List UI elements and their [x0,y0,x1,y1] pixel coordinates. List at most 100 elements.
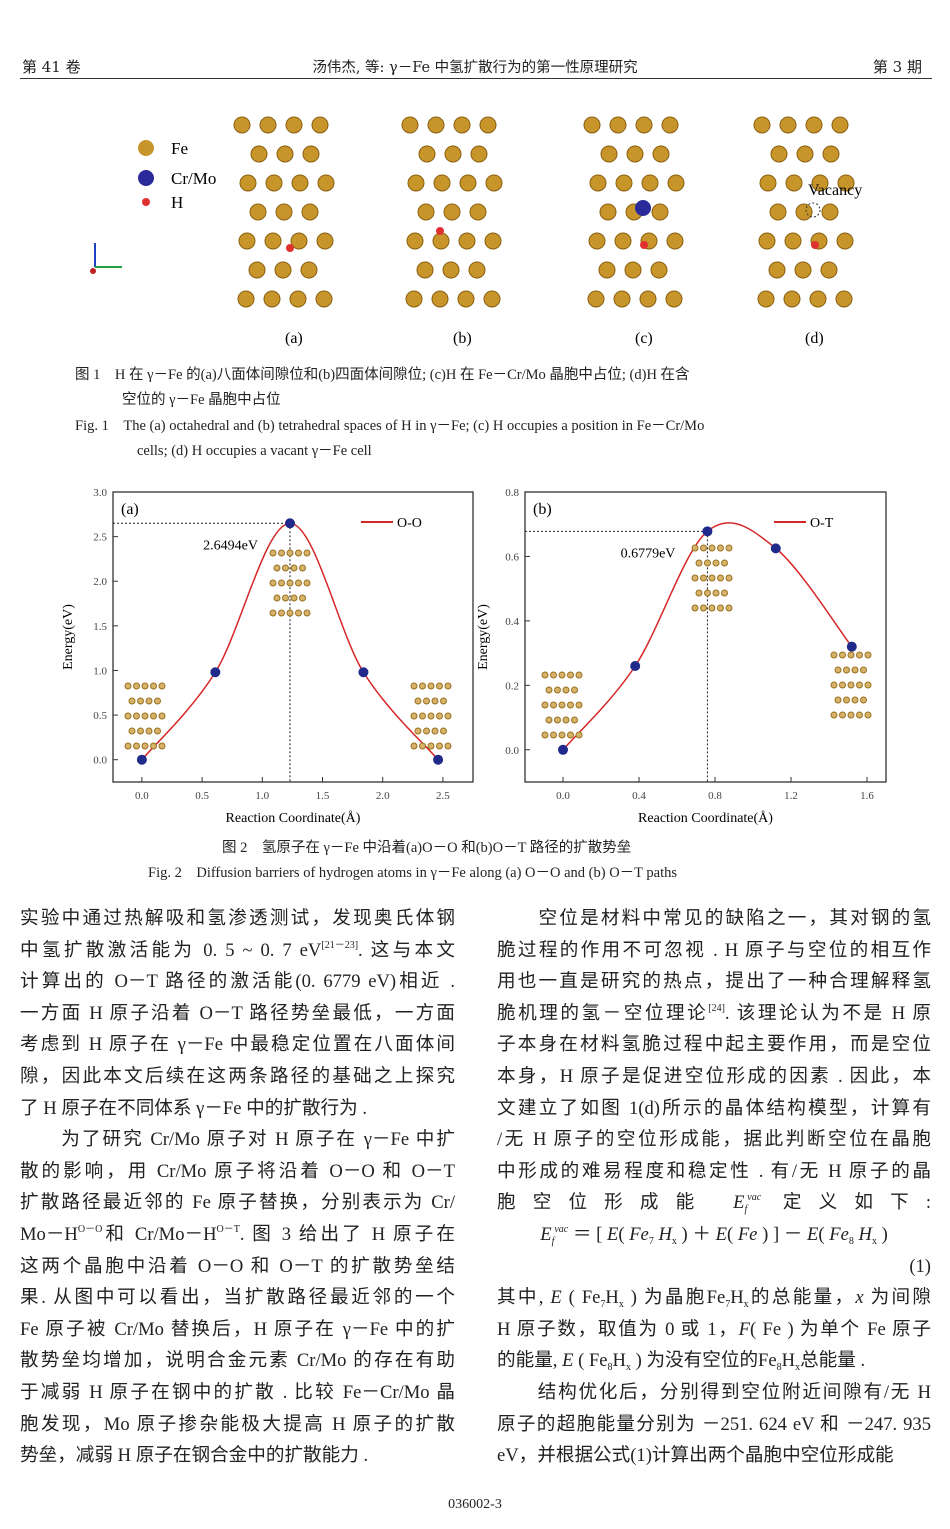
fe-atom-icon [650,261,668,279]
inset-atom-icon [124,712,132,720]
text-segment: 势垒，减弱 H 原子在钢合金中的扩散能力 . [20,1445,369,1467]
text-segment: x [671,1235,677,1247]
fe-atom-icon [794,261,812,279]
y-tick-label: 0.5 [93,710,107,722]
inset-atom-icon [150,712,157,720]
inset-atom-icon [141,682,149,690]
text-segment: O－O [77,1223,103,1235]
inset-atom-icon [856,681,863,689]
text-segment: ) 为没有空位的Fe [630,1350,777,1372]
text-segment: 散势垒均增加，说明合金元素 Cr/Mo 的存在有助 [20,1350,455,1372]
text-segment: 8 [607,1362,613,1374]
text-segment: Mo－H [20,1223,78,1245]
inset-atom-icon [145,727,153,735]
panel-label: (d) [805,330,824,347]
text-segment: ( Fe [573,1350,608,1372]
inset-atom-icon [440,697,447,705]
fe-atom-icon [302,145,320,163]
text-segment: H 原子数，取值为 0 或 1， [497,1318,739,1340]
text-line: eV，并根据公式(1)计算出两个晶胞中空位形成能 [497,1440,931,1472]
inset-atom-icon [545,716,553,724]
fe-atom-icon [453,116,471,134]
fe-atom-icon [249,203,267,221]
inset-atom-icon [575,671,583,679]
inset-atom-icon [299,594,306,602]
fe-atom-icon [265,174,283,192]
text-segment: 胞发现，Mo 原子掺杂能极大提高 H 原子的扩散 [20,1413,455,1435]
inset-atom-icon [444,742,452,750]
text-line: 子本身在材料氢脆过程中起主要作用，而是空位 [497,1029,931,1061]
inset-atom-icon [273,564,281,572]
fe-atom-icon [259,116,277,134]
inset-atom-icon [133,712,140,720]
inset-atom-icon [864,651,872,659]
fe-atom-icon [835,290,853,308]
panel-label: (a) [285,330,303,347]
text-segment: H [653,1223,672,1245]
legend-label: O-T [810,516,834,531]
h-atom-icon [811,241,819,249]
inset-atom-icon [150,742,157,750]
fe-atom-icon [796,145,814,163]
text-segment: 为间隙 [863,1287,931,1309]
inset-atom-icon [137,697,144,705]
inset-atom-icon [299,564,306,572]
inset-atom-icon [427,712,435,720]
fe-atom-icon [444,145,462,163]
text-line: 脆机理的氢－空位理论[24]. 该理论认为不是 H 原 [497,998,931,1030]
fe-atom-icon [639,290,657,308]
text-segment: 8 [776,1362,782,1374]
text-line: Mo－HO－O和 Cr/Mo－HO－T. 图 3 给出了 H 原子在 [20,1219,455,1251]
body-text-right-column: 空位是材料中常见的缺陷之一，其对钢的氢 脆过程的作用不可忽视 . H 原子与空位的… [497,903,931,1472]
text-segment: 本身，H 原子是促进空位形成的因素 . 因此，本 [497,1065,931,1087]
inset-atom-icon [410,742,418,750]
text-segment: 子本身在材料氢脆过程中起主要作用，而是空位 [497,1034,931,1056]
text-line: 散的影响，用 Cr/Mo 原子将沿着 O－O 和 O－T [20,1156,455,1188]
data-point [284,518,295,529]
data-point [702,526,713,537]
inset-atom-icon [839,711,846,719]
figure-2-diffusion-barriers: 0.0 0.5 1.0 1.5 2.0 2.5 0.0 0.5 1.0 1.5 2.0 2.5 3.0 R… [61,487,887,826]
fe-atom-icon [484,232,502,250]
inset-atom-icon [141,712,149,720]
text-line: 考虑到 H 原子在 γ－Fe 中最稳定位置在八面体间 [20,1029,455,1061]
text-segment: ( Fe [561,1287,601,1309]
inset-atom-icon [427,742,435,750]
x-tick-label: 1.6 [860,790,874,802]
text-line: 用也一直是研究的热点，提出了一种合理解释氢 [497,966,931,998]
x-tick-label: 2.5 [436,790,450,802]
figure-2-caption-en: Fig. 2 Diffusion barriers of hydrogen at… [148,865,677,881]
inset-atom-icon [423,697,430,705]
text-segment: 中形成的难易程度和稳定性 . 有/无 H 原子的晶 [497,1160,931,1182]
text-segment: 8 [848,1235,854,1247]
x-tick-label: 0.0 [556,790,570,802]
fe-atom-icon [274,261,292,279]
h-atom-icon [286,244,294,252]
text-segment: H [612,1350,626,1372]
inset-atom-icon [286,579,294,587]
fe-atom-icon [795,203,813,221]
text-segment: ( Fe ) 为单个 Fe 原子 [749,1318,931,1340]
fe-atom-icon [614,232,632,250]
text-segment: 一方面 H 原子沿着 O－T 路径势垒最低，一方面 [20,1002,455,1024]
fe-atom-icon [431,290,449,308]
inset-atom-icon [303,549,311,557]
volume-label: 第 41 卷 [22,58,81,76]
fe-atom-icon [758,232,776,250]
text-line: 其中, E ( Fe7Hx ) 为晶胞Fe7Hx的总能量，x 为间隙 [497,1282,931,1314]
text-segment: . 该理论认为不是 H 原 [724,1002,931,1024]
inset-atom-icon [847,651,855,659]
fe-atom-icon [779,116,797,134]
inset-atom-icon [712,589,720,597]
text-line: 一方面 H 原子沿着 O－T 路径势垒最低，一方面 [20,998,455,1030]
inset-atom-icon [269,609,277,617]
fe-atom-icon [769,203,787,221]
inset-atom-icon [545,686,553,694]
inset-atom-icon [282,564,289,572]
text-segment: ) [876,1223,888,1245]
fe-atom-icon [405,290,423,308]
text-segment: E [550,1287,562,1309]
fe-atom-icon [587,290,605,308]
fe-atom-icon [652,145,670,163]
text-segment: 为了研究 Cr/Mo 原子对 H 原子在 γ－Fe 中扩 [20,1129,455,1151]
